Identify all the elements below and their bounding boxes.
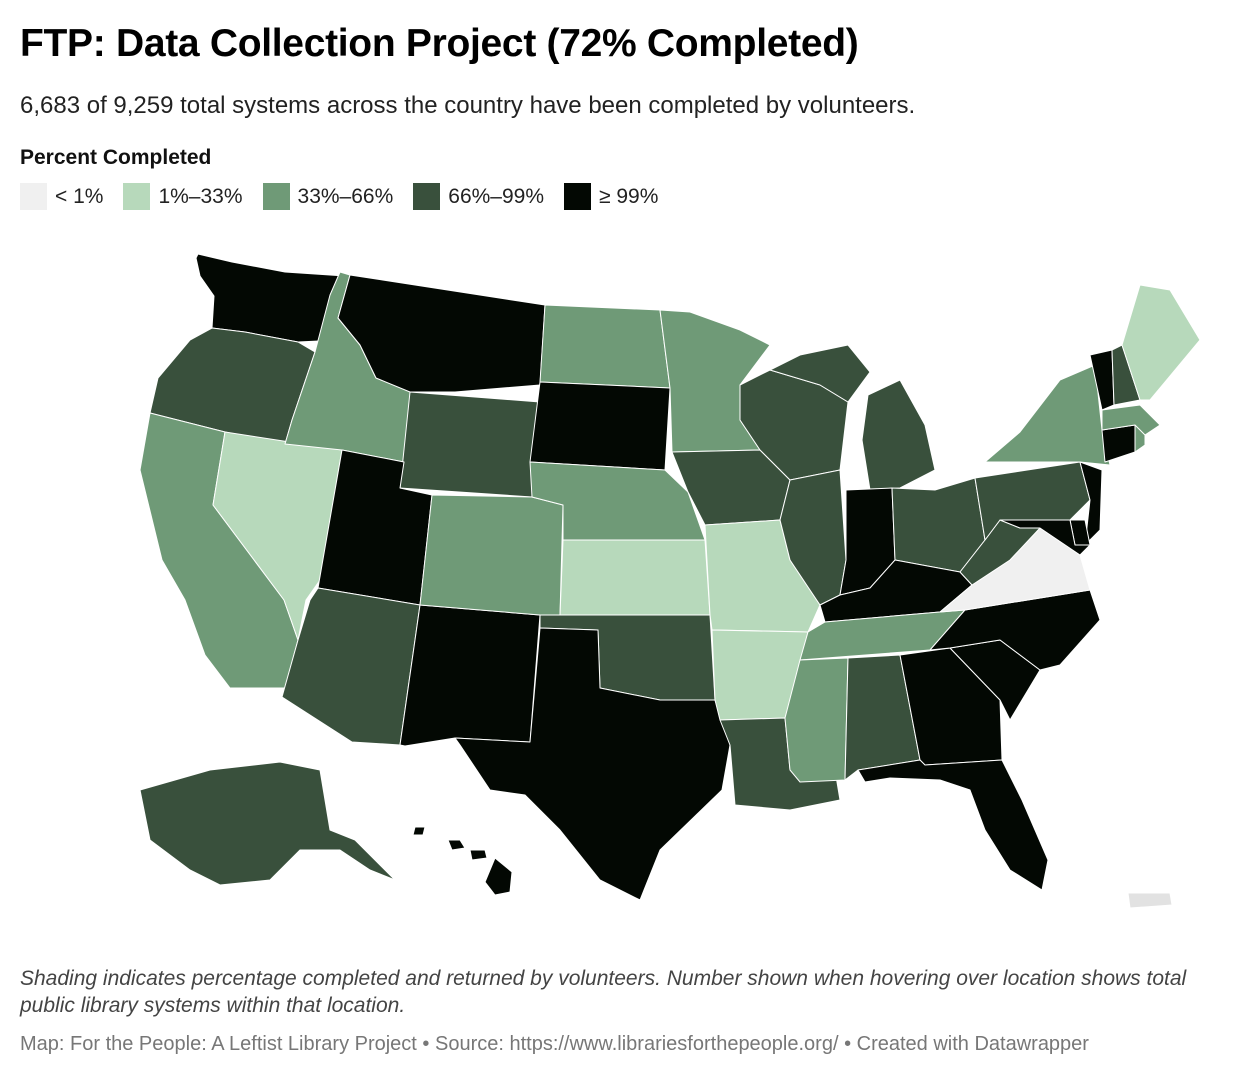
state-ND[interactable] bbox=[539, 304, 671, 389]
state-MD[interactable] bbox=[999, 519, 1091, 556]
legend-item: ≥ 99% bbox=[564, 183, 658, 210]
legend-item: 66%–99% bbox=[413, 183, 544, 210]
legend-swatch bbox=[20, 183, 47, 210]
state-KS[interactable] bbox=[559, 539, 711, 616]
legend-swatch bbox=[123, 183, 151, 210]
state-NY[interactable] bbox=[984, 364, 1111, 466]
state-ME[interactable] bbox=[1121, 284, 1201, 401]
state-TX[interactable] bbox=[454, 627, 731, 901]
legend-label: < 1% bbox=[55, 184, 104, 208]
chart-notes: Shading indicates percentage completed a… bbox=[20, 967, 1187, 1017]
legend-swatch bbox=[413, 183, 441, 210]
legend-item: 1%–33% bbox=[123, 183, 243, 210]
legend-label: 33%–66% bbox=[297, 184, 394, 208]
state-WY[interactable] bbox=[399, 391, 541, 498]
us-map bbox=[0, 230, 1240, 950]
chart-title: FTP: Data Collection Project (72% Comple… bbox=[20, 22, 859, 65]
legend-item: < 1% bbox=[20, 183, 103, 210]
legend-title: Percent Completed bbox=[20, 146, 212, 169]
territory-PR[interactable] bbox=[1127, 892, 1173, 909]
legend-label: 1%–33% bbox=[158, 184, 243, 208]
legend-label: ≥ 99% bbox=[599, 184, 659, 208]
chart-footer: Map: For the People: A Leftist Library P… bbox=[20, 1033, 1089, 1055]
state-AK[interactable] bbox=[139, 761, 396, 886]
state-NJ[interactable] bbox=[1079, 461, 1103, 546]
state-SD[interactable] bbox=[529, 381, 671, 471]
state-MA[interactable] bbox=[1101, 404, 1161, 436]
state-HI[interactable] bbox=[412, 826, 513, 896]
legend-swatch bbox=[564, 183, 592, 210]
chart-subtitle: 6,683 of 9,259 total systems across the … bbox=[20, 92, 916, 119]
state-CO[interactable] bbox=[419, 494, 564, 616]
legend-item: 33%–66% bbox=[262, 183, 394, 210]
legend-label: 66%–99% bbox=[448, 184, 545, 208]
state-FL[interactable] bbox=[857, 759, 1049, 891]
legend-swatch bbox=[262, 183, 290, 210]
state-NM[interactable] bbox=[399, 604, 541, 747]
legend: < 1% 1%–33% 33%–66% 66%–99% ≥ 99% bbox=[20, 183, 678, 210]
state-CT[interactable] bbox=[1101, 424, 1136, 463]
state-MI[interactable] bbox=[769, 344, 936, 491]
